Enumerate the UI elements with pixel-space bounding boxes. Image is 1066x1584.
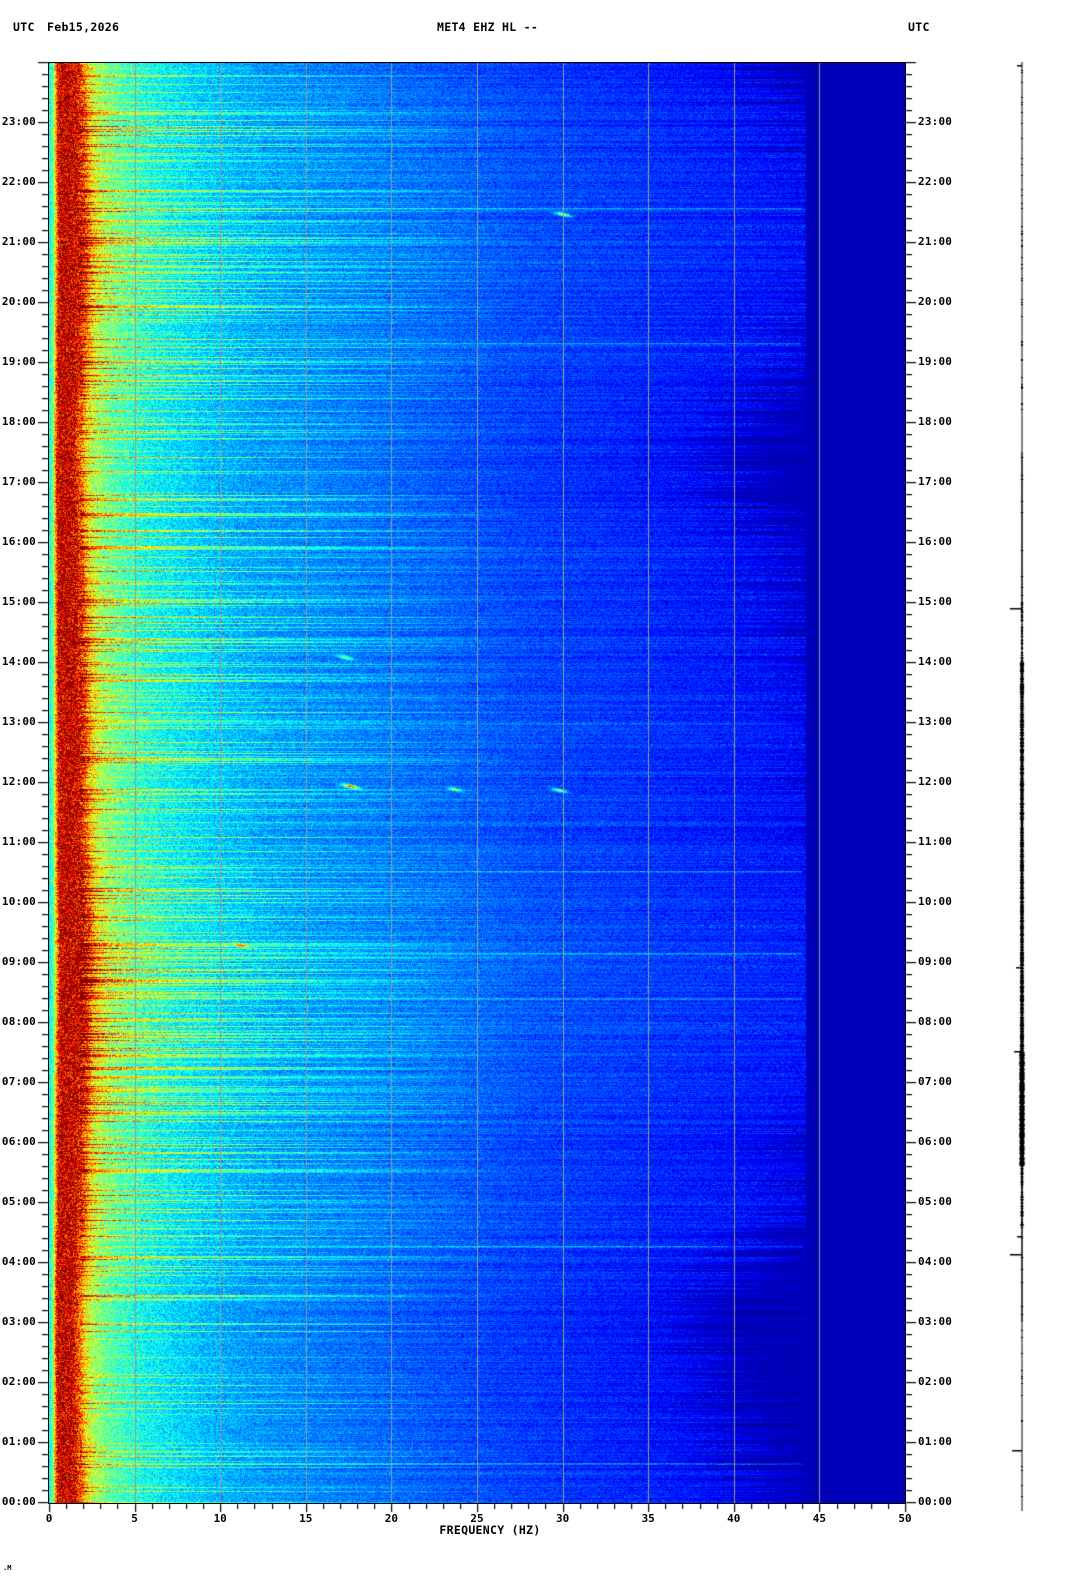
y-axis-label-right: 01:00 (918, 1435, 953, 1448)
y-axis-label-left: 11:00 (1, 835, 36, 848)
y-axis-label-right: 17:00 (918, 475, 953, 488)
y-axis-label-left: 13:00 (1, 715, 36, 728)
y-axis-label-right: 00:00 (918, 1495, 953, 1508)
y-axis-label-left: 02:00 (1, 1375, 36, 1388)
y-axis-label-right: 13:00 (918, 715, 953, 728)
y-axis-label-right: 20:00 (918, 295, 953, 308)
y-axis-label-left: 19:00 (1, 355, 36, 368)
y-axis-label-left: 00:00 (1, 1495, 36, 1508)
corner-mark: .M (3, 1564, 12, 1572)
y-axis-label-left: 23:00 (1, 115, 36, 128)
y-axis-label-right: 02:00 (918, 1375, 953, 1388)
y-axis-label-right: 06:00 (918, 1135, 953, 1148)
y-axis-label-right: 15:00 (918, 595, 953, 608)
y-axis-label-left: 07:00 (1, 1075, 36, 1088)
x-axis-tick-label: 45 (812, 1512, 827, 1525)
y-axis-label-left: 10:00 (1, 895, 36, 908)
y-axis-label-right: 03:00 (918, 1315, 953, 1328)
x-axis-tick-label: 5 (131, 1512, 138, 1525)
y-axis-label-right: 22:00 (918, 175, 953, 188)
y-axis-label-left: 20:00 (1, 295, 36, 308)
y-axis-label-right: 04:00 (918, 1255, 953, 1268)
y-axis-label-left: 05:00 (1, 1195, 36, 1208)
y-axis-label-right: 21:00 (918, 235, 953, 248)
x-axis-tick-label: 40 (727, 1512, 741, 1525)
y-axis-label-left: 21:00 (1, 235, 36, 248)
y-axis-label-left: 06:00 (1, 1135, 36, 1148)
y-axis-label-right: 07:00 (918, 1075, 953, 1088)
x-axis-tick-label: 20 (384, 1512, 399, 1525)
x-axis-title: FREQUENCY (HZ) (439, 1523, 541, 1537)
y-axis-label-right: 19:00 (918, 355, 953, 368)
x-axis-tick-label: 35 (641, 1512, 655, 1525)
y-axis-label-left: 03:00 (1, 1315, 36, 1328)
y-axis-label-right: 14:00 (918, 655, 953, 668)
spectrogram-plot-area (48, 62, 906, 1504)
y-axis-label-right: 05:00 (918, 1195, 953, 1208)
x-axis-tick-label: 30 (555, 1512, 570, 1525)
x-axis-tick-label: 10 (213, 1512, 227, 1525)
spectrogram-canvas (48, 62, 906, 1504)
y-axis-label-right: 09:00 (918, 955, 953, 968)
y-axis-label-left: 16:00 (1, 535, 36, 548)
y-axis-label-right: 23:00 (918, 115, 953, 128)
y-axis-label-right: 08:00 (918, 1015, 953, 1028)
y-axis-label-left: 14:00 (1, 655, 36, 668)
y-axis-label-left: 18:00 (1, 415, 36, 428)
x-axis-tick-label: 25 (470, 1512, 484, 1525)
y-axis-label-right: 16:00 (918, 535, 953, 548)
x-axis-tick-label: 15 (299, 1512, 313, 1525)
y-axis-label-right: 11:00 (918, 835, 953, 848)
y-axis-label-left: 12:00 (1, 775, 36, 788)
y-axis-label-left: 09:00 (1, 955, 36, 968)
y-axis-label-left: 22:00 (1, 175, 36, 188)
y-axis-label-right: 10:00 (918, 895, 953, 908)
x-axis-tick-label: 50 (898, 1512, 912, 1525)
y-axis-label-left: 15:00 (1, 595, 36, 608)
y-axis-label-left: 04:00 (1, 1255, 36, 1268)
y-axis-label-left: 01:00 (1, 1435, 36, 1448)
amplitude-trace-canvas (1000, 62, 1030, 1518)
y-axis-label-right: 12:00 (918, 775, 953, 788)
y-axis-label-left: 08:00 (1, 1015, 36, 1028)
x-axis-tick-label: 0 (45, 1512, 53, 1525)
y-axis-label-right: 18:00 (918, 415, 953, 428)
y-axis-label-left: 17:00 (1, 475, 36, 488)
